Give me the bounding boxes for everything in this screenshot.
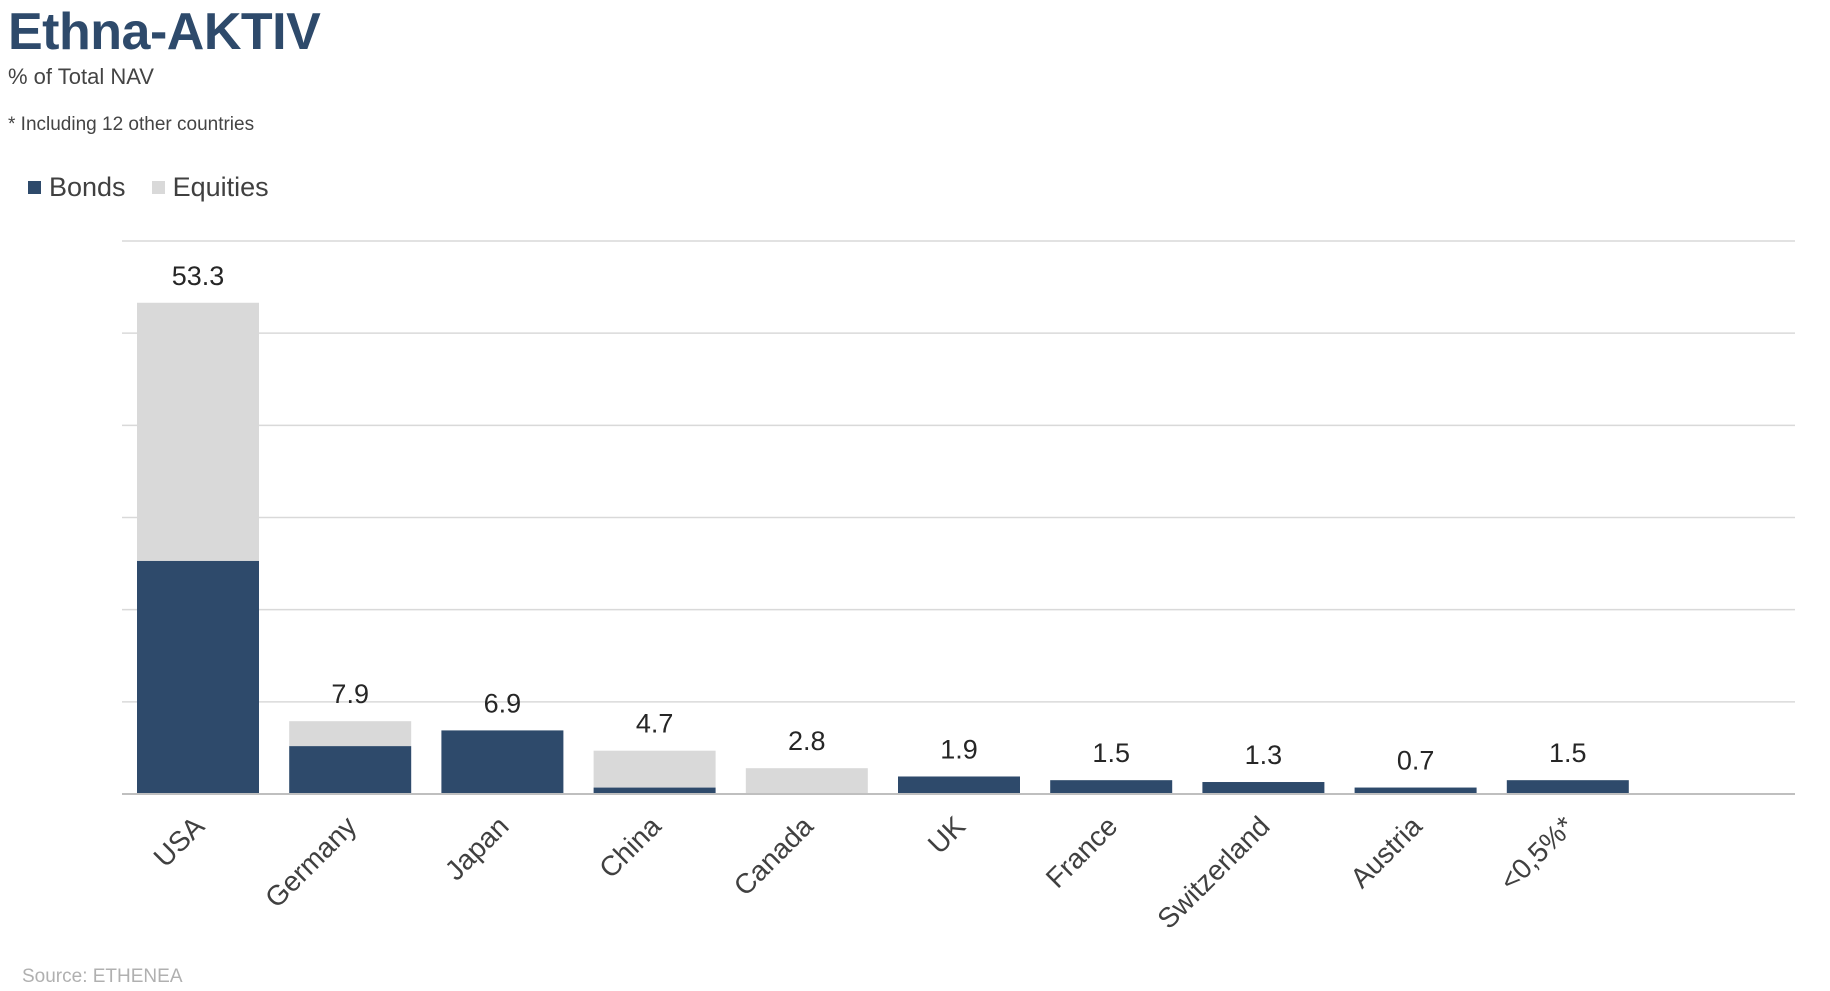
- legend-label-equities: Equities: [172, 172, 269, 202]
- x-tick-label: Austria: [1344, 810, 1428, 894]
- x-tick-label: UK: [922, 810, 972, 860]
- x-tick-label: USA: [148, 810, 211, 873]
- legend: Bonds Equities: [28, 172, 295, 203]
- data-label: 1.3: [1245, 740, 1283, 770]
- bar-bonds: [898, 776, 1020, 794]
- x-tick-label: Canada: [728, 810, 820, 902]
- legend-label-bonds: Bonds: [49, 172, 126, 202]
- x-tick-label: France: [1040, 810, 1124, 894]
- x-tick-label: Germany: [259, 810, 362, 913]
- chart-subtitle: % of Total NAV: [8, 64, 154, 89]
- chart-title: Ethna-AKTIV: [8, 3, 321, 61]
- x-tick-label: Japan: [439, 810, 515, 886]
- bar-bonds: [1050, 780, 1173, 794]
- bar-bonds: [1354, 787, 1477, 794]
- bar-bonds: [1202, 782, 1325, 794]
- bar-equities: [289, 721, 412, 747]
- data-label: 1.5: [1092, 738, 1130, 768]
- bar-equities: [593, 750, 716, 788]
- data-label: 7.9: [331, 679, 369, 709]
- data-label: 0.7: [1397, 746, 1435, 776]
- data-label: 2.8: [788, 726, 826, 756]
- source-note: Source: ETHENEA: [22, 966, 183, 987]
- legend-swatch-bonds: [28, 181, 41, 194]
- data-label: 1.5: [1549, 738, 1587, 768]
- bar-equities: [137, 302, 259, 561]
- bar-bonds: [137, 560, 259, 794]
- bar-bonds: [593, 787, 716, 794]
- bar-equities: [745, 768, 868, 794]
- x-tick-label: <0,5%*: [1494, 810, 1580, 896]
- x-tick-label: China: [593, 810, 667, 884]
- legend-swatch-equities: [151, 181, 165, 194]
- bar-bonds: [1506, 780, 1629, 794]
- data-label: 4.7: [636, 709, 674, 739]
- legend-item-bonds: Bonds: [28, 172, 126, 203]
- bar-bonds: [441, 730, 564, 794]
- x-tick-label: Switzerland: [1151, 810, 1275, 934]
- legend-item-equities: Equities: [151, 172, 269, 203]
- bar-bonds: [289, 746, 412, 794]
- data-label: 1.9: [940, 734, 978, 764]
- chart-footnote: * Including 12 other countries: [8, 114, 255, 135]
- data-label: 53.3: [172, 261, 225, 291]
- data-label: 6.9: [484, 688, 522, 718]
